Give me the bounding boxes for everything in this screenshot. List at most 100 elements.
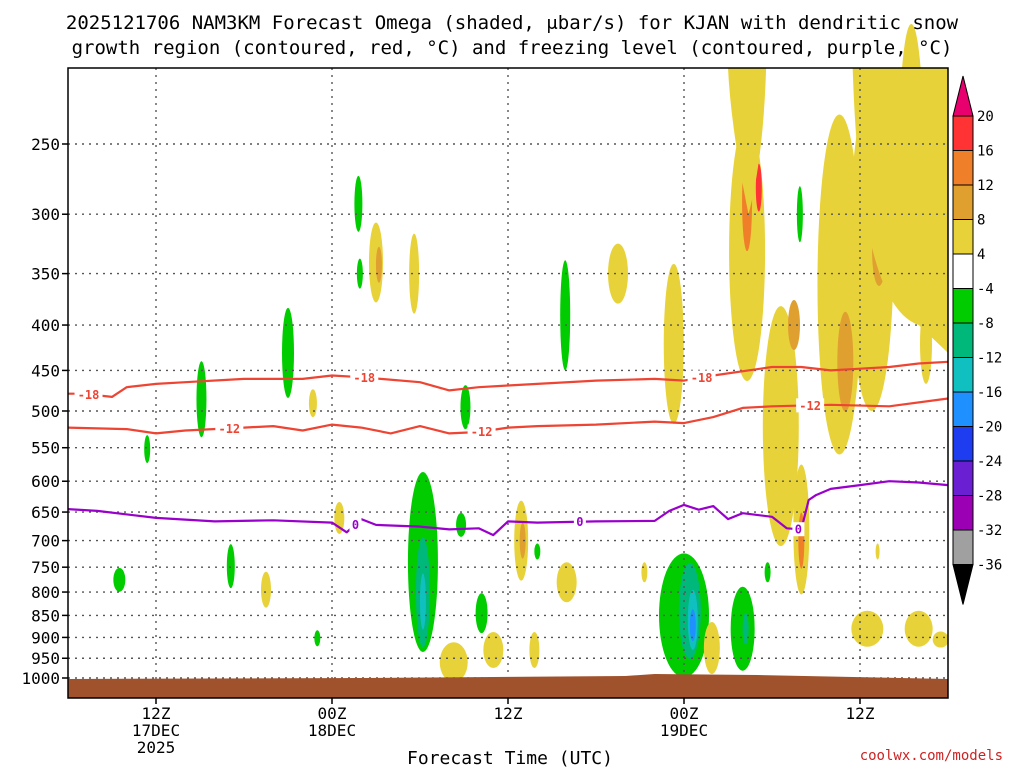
omega-shade-blob — [837, 311, 854, 412]
omega-shade-blob — [529, 632, 540, 669]
omega-shade-blob — [475, 593, 488, 634]
colorbar-swatch — [952, 460, 974, 496]
y-tick-label: 650 — [31, 503, 60, 522]
contour-label-bg — [467, 424, 496, 439]
title-line-2: growth region (contoured, red, °C) and f… — [72, 37, 953, 59]
omega-shade-blob — [641, 562, 648, 583]
colorbar-tick-label: -16 — [977, 385, 1002, 401]
y-tick-label: 700 — [31, 532, 60, 551]
credit-text: coolwx.com/models — [860, 748, 1003, 764]
x-tick-label: 00Z — [670, 704, 699, 723]
omega-shade-blob — [703, 621, 720, 674]
omega-shade-blob — [261, 571, 271, 608]
y-tick-label: 900 — [31, 628, 60, 647]
omega-shade-blob — [875, 543, 880, 560]
colorbar-tick-label: 16 — [977, 144, 994, 160]
contour-label-bg — [796, 398, 825, 413]
colorbar-bottom-arrow — [952, 564, 974, 605]
omega-shade-blob — [764, 562, 771, 583]
omega-shade-blob — [608, 243, 628, 304]
colorbar-tick-label: 8 — [977, 213, 985, 229]
colorbar-tick-label: -36 — [977, 558, 1002, 574]
omega-shade-blob — [560, 260, 571, 371]
omega-shade-blob — [144, 435, 151, 464]
colorbar-tick-label: -24 — [977, 454, 1002, 470]
omega-shade-blob — [755, 163, 762, 212]
omega-shade-blob — [742, 612, 749, 645]
colorbar-tick-label: 20 — [977, 109, 994, 125]
contour-label: -18 — [353, 371, 375, 385]
colorbar-swatch — [952, 219, 974, 255]
contour-label-bg — [74, 387, 103, 402]
x-tick-label: 12Z — [142, 704, 171, 723]
y-tick-label: 1000 — [21, 669, 60, 688]
colorbar-tick-label: 4 — [977, 247, 985, 263]
contour-label-bg — [349, 517, 362, 532]
omega-shade-blob — [663, 263, 684, 424]
contour-label-bg — [687, 370, 716, 385]
x-tick-label: 19DEC — [660, 721, 708, 740]
colorbar-swatch — [952, 184, 974, 220]
y-tick-label: 750 — [31, 558, 60, 577]
contour-label-bg — [792, 522, 805, 537]
grid — [68, 68, 948, 698]
colorbar-swatch — [952, 357, 974, 393]
omega-shade-blob — [460, 385, 471, 430]
omega-shade-blob — [689, 609, 696, 642]
colorbar-tick-label: -32 — [977, 523, 1002, 539]
omega-shade-blob — [456, 512, 467, 537]
x-tick-label: 18DEC — [308, 721, 356, 740]
x-tick-label: 17DEC — [132, 721, 180, 740]
x-tick-label: 12Z — [846, 704, 875, 723]
y-tick-label: 550 — [31, 439, 60, 458]
colorbar-swatch — [952, 391, 974, 427]
contour-label: 0 — [576, 515, 583, 529]
y-tick-label: 500 — [31, 402, 60, 421]
temperature-contours: -18 -18 -18 -12 -12 -12 0 0 0 — [67, 360, 949, 537]
omega-shade-blob — [282, 307, 294, 398]
y-tick-label: 950 — [31, 649, 60, 668]
omega-shade-blob — [796, 186, 803, 243]
y-tick-label: 450 — [31, 361, 60, 380]
omega-shade-blob — [932, 631, 949, 648]
omega-shade-blob — [519, 522, 526, 559]
omega-shade-blob — [904, 610, 933, 647]
omega-shade-blob — [439, 642, 468, 683]
contour-label-bg — [215, 421, 244, 436]
contour-line-0 — [67, 480, 949, 537]
contour-label: -12 — [218, 422, 240, 436]
omega-shade-blob — [354, 175, 363, 232]
omega-shade-blob — [788, 300, 800, 351]
colorbar-tick-label: -28 — [977, 489, 1002, 505]
y-tick-label: 400 — [31, 316, 60, 335]
colorbar-tick-label: 12 — [977, 178, 994, 194]
omega-shade-blob — [534, 543, 541, 560]
colorbar-swatch — [952, 150, 974, 186]
colorbar-swatch — [952, 322, 974, 358]
colorbar-tick-label: -4 — [977, 282, 994, 298]
omega-shade-blob — [226, 544, 235, 589]
y-tick-label: 800 — [31, 583, 60, 602]
contour-label: -18 — [691, 371, 713, 385]
contour-line--18 — [68, 360, 949, 398]
contour-label-bg — [350, 370, 379, 385]
y-tick-label: 600 — [31, 472, 60, 491]
y-tick-label: 350 — [31, 265, 60, 284]
omega-shade-blob — [356, 258, 363, 289]
colorbar-swatch — [952, 426, 974, 462]
omega-shade-blob — [851, 610, 884, 647]
omega-shade-blob — [375, 246, 382, 283]
y-tick-label: 300 — [31, 205, 60, 224]
colorbar-swatch — [952, 253, 974, 289]
x-axis-label: Forecast Time (UTC) — [407, 748, 613, 768]
omega-shade-blob — [556, 562, 577, 603]
omega-shade-plume — [852, 68, 948, 353]
colorbar: 20 16 12 8 4 -4 -8 -12 -16 -20 -24 -28 -32 -36 — [952, 75, 1002, 605]
colorbar-swatch — [952, 495, 974, 531]
y-tick-label: 850 — [31, 606, 60, 625]
title-line-1: 2025121706 NAM3KM Forecast Omega (shaded… — [66, 12, 959, 34]
x-tick-label: 2025 — [137, 738, 176, 757]
omega-shade-blob — [196, 361, 207, 438]
contour-label-bg — [573, 514, 586, 529]
